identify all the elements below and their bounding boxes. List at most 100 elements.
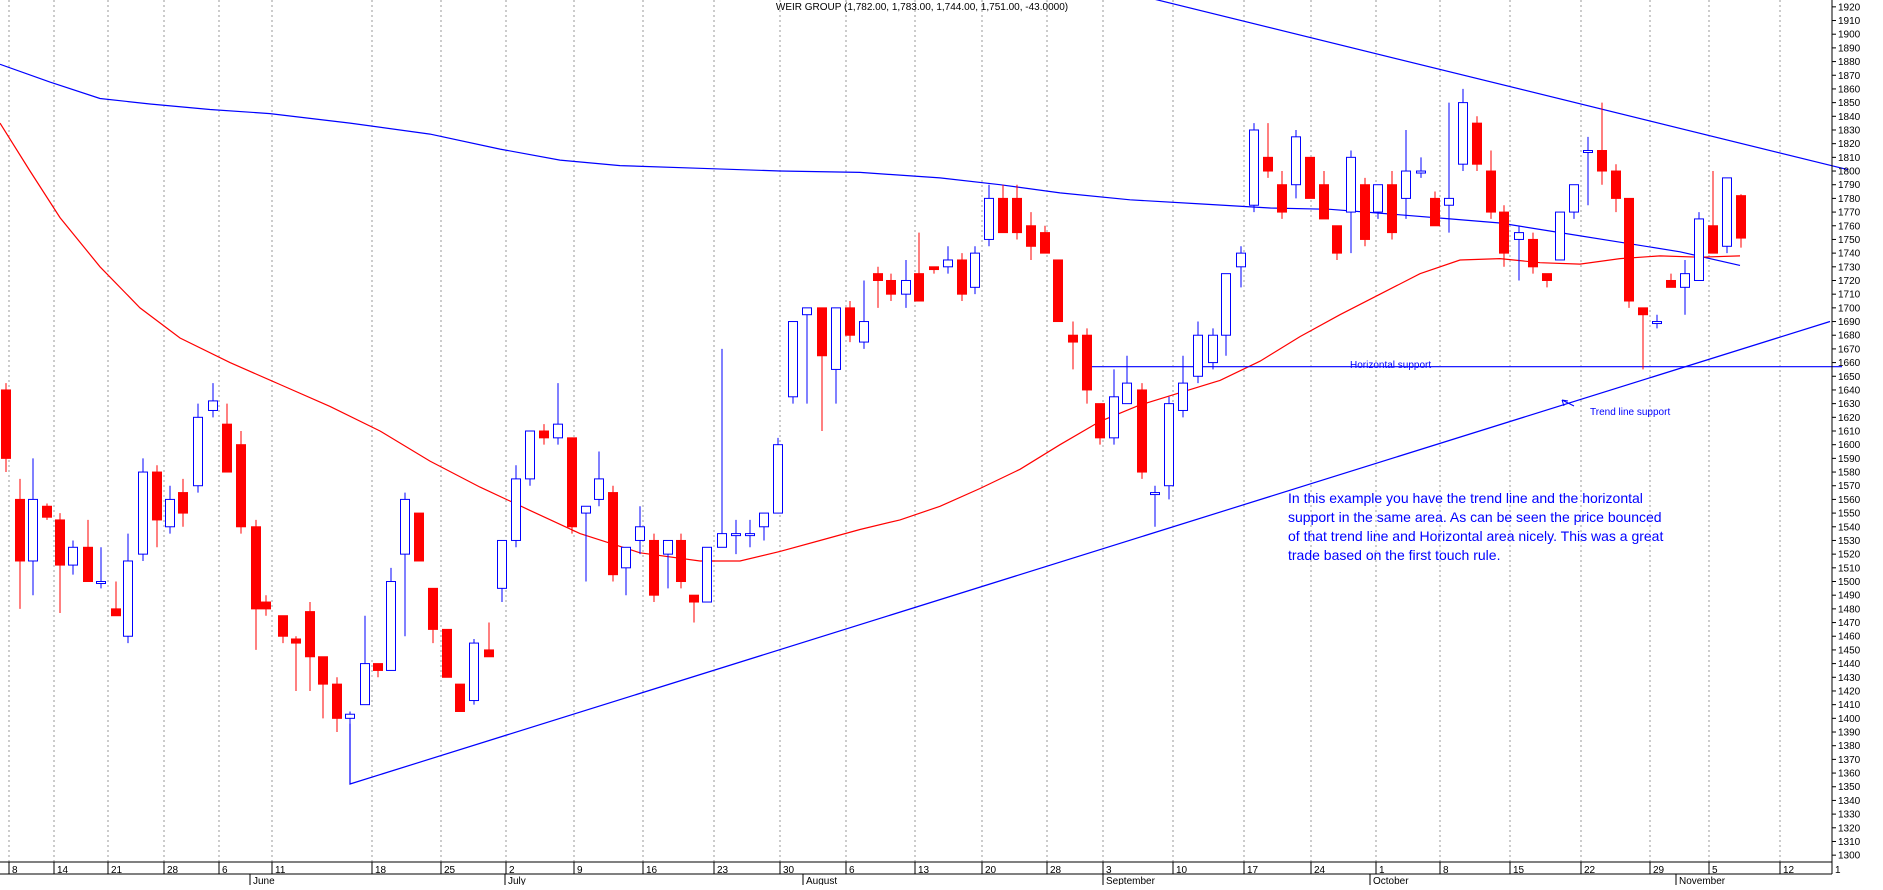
candle-body-down	[1736, 195, 1746, 239]
y-tick-label: 1920	[1838, 2, 1861, 13]
y-tick-label: 1500	[1838, 577, 1861, 588]
candle-body-up	[1178, 382, 1188, 411]
candle-body-down	[278, 615, 288, 637]
candle-body-up	[1583, 150, 1593, 154]
candle-body-up	[759, 512, 769, 528]
y-tick-label: 1590	[1838, 454, 1861, 465]
candle-body-up	[96, 581, 106, 585]
y-tick-label: 1680	[1838, 331, 1861, 342]
candle-body-up	[1401, 170, 1411, 199]
candle-body-down	[261, 601, 271, 610]
candle-body-down	[1472, 122, 1482, 165]
candle-body-down	[442, 628, 452, 678]
candle-body-down	[291, 638, 301, 644]
candle-body-down	[886, 279, 896, 295]
candle-body-down	[1387, 184, 1397, 234]
x-tick-label: 18	[375, 865, 387, 876]
resistance-trend-line	[1155, 0, 1849, 171]
x-tick-label: 22	[1584, 865, 1596, 876]
candle-body-up	[1722, 177, 1732, 247]
candle-body-up	[745, 533, 755, 537]
candle-body-up	[1291, 136, 1301, 186]
y-tick-label: 1560	[1838, 495, 1861, 506]
x-tick-label: 29	[1653, 865, 1665, 876]
candle-body-down	[1597, 150, 1607, 172]
note-line-1: In this example you have the trend line …	[1288, 490, 1643, 506]
candle-body-up	[1416, 170, 1426, 174]
month-label: June	[253, 876, 275, 885]
x-tick-label: 6	[222, 865, 228, 876]
candle-body-down	[1026, 225, 1036, 247]
moving-average-layer	[0, 63, 1741, 562]
candle-body-up	[594, 478, 604, 500]
y-tick-label: 1750	[1838, 235, 1861, 246]
candle-body-up	[970, 252, 980, 288]
candle-body-down	[1430, 197, 1440, 227]
candle-body-down	[1499, 211, 1509, 254]
chart-title: WEIR GROUP (1,782.00, 1,783.00, 1,744.00…	[776, 2, 1068, 13]
x-tick-label: 11	[275, 865, 286, 876]
note-line-2: support in the same area. As can be seen…	[1288, 509, 1662, 525]
note-line-3: of that trend line and Horizontal area n…	[1288, 528, 1663, 544]
candle-body-down	[1319, 184, 1329, 220]
candle-body-down	[567, 437, 577, 528]
candle-body-down	[1708, 225, 1718, 254]
y-tick-label: 1790	[1838, 180, 1861, 191]
candle-body-down	[251, 526, 261, 610]
x-tick-label: 6	[849, 865, 855, 876]
y-tick-label: 1370	[1838, 755, 1861, 766]
x-tick-label: 8	[12, 865, 18, 876]
y-tick-label: 1570	[1838, 481, 1861, 492]
horizontal-support-label: Horizontal support	[1350, 360, 1431, 371]
y-tick-label: 1780	[1838, 194, 1861, 205]
candle-body-down	[178, 492, 188, 514]
candle-body-down	[455, 683, 465, 712]
y-tick-label: 1850	[1838, 98, 1861, 109]
candle-body-up	[1373, 184, 1383, 213]
candle-body-up	[1208, 334, 1218, 364]
month-label: September	[1106, 876, 1156, 885]
candle-body-down	[236, 444, 246, 528]
x-tick-label: 23	[717, 865, 729, 876]
candle-body-down	[1666, 279, 1676, 288]
candle-body-up	[1514, 232, 1524, 240]
x-tick-label: 17	[1247, 865, 1259, 876]
candle-body-up	[581, 505, 591, 514]
candle-body-up	[702, 546, 712, 603]
y-tick-label: 1430	[1838, 673, 1861, 684]
y-tick-label: 1610	[1838, 427, 1861, 438]
candle-body-down	[1068, 334, 1078, 343]
candle-body-down	[1624, 197, 1634, 302]
candle-body-down	[414, 512, 424, 562]
y-tick-label: 1700	[1838, 303, 1861, 314]
candle-body-up	[1458, 102, 1468, 165]
y-tick-label: 1830	[1838, 125, 1861, 136]
y-tick-label: 1820	[1838, 139, 1861, 150]
candle-body-up	[193, 416, 203, 487]
candle-body-up	[1150, 492, 1160, 496]
note-line-4: trade based on the first touch rule.	[1288, 547, 1500, 563]
candle-body-up	[663, 539, 673, 555]
month-label: August	[806, 876, 837, 885]
y-tick-label: 1300	[1838, 851, 1861, 862]
note-text: In this example you have the trend line …	[1288, 490, 1663, 563]
x-tick-label: 1	[1379, 865, 1385, 876]
y-tick-label: 1320	[1838, 823, 1861, 834]
slow-moving-average-line	[0, 63, 1741, 266]
candle-body-up	[1164, 403, 1174, 487]
y-tick-label: 1340	[1838, 796, 1861, 807]
candle-body-up	[1694, 218, 1704, 281]
y-tick-label: 1650	[1838, 372, 1861, 383]
candle-body-up	[859, 321, 869, 343]
candle-body-down	[1332, 225, 1342, 254]
candle-body-up	[165, 498, 175, 528]
candle-body-down	[484, 649, 494, 658]
candle-body-down	[1611, 170, 1621, 199]
y-tick-label: 1550	[1838, 509, 1861, 520]
y-tick-label: 1480	[1838, 604, 1861, 615]
y-tick-label: 1450	[1838, 645, 1861, 656]
y-tick-label: 1840	[1838, 112, 1861, 123]
candle-body-up	[469, 642, 479, 702]
candle-body-down	[539, 430, 549, 439]
